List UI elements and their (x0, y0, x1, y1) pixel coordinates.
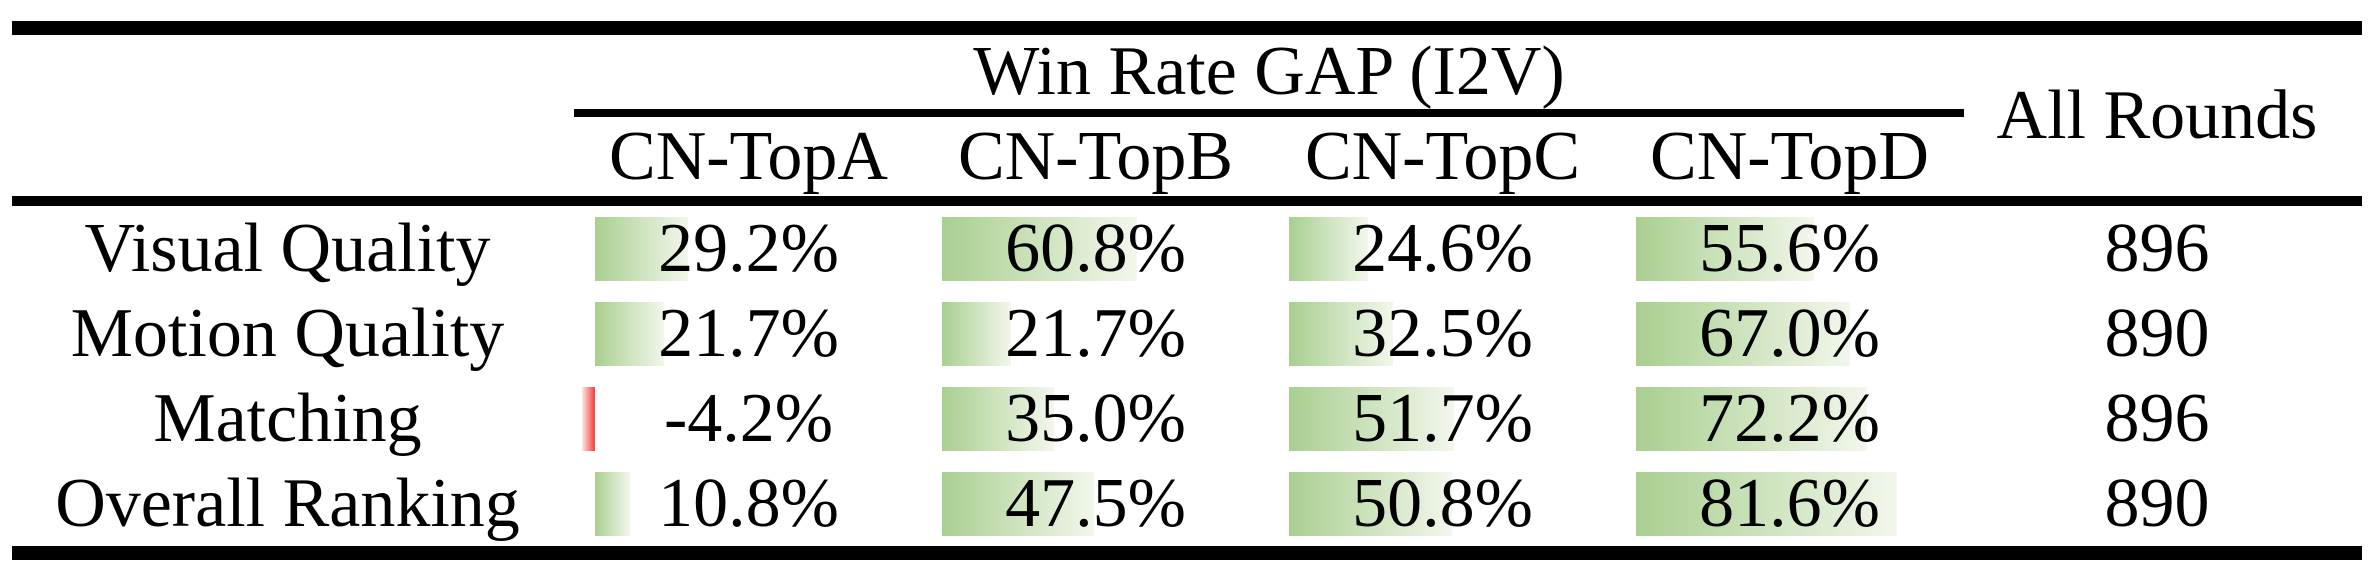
table-body: Visual Quality 29.2% 60.8% 24.6% 55.6% 896 Mot… (0, 206, 2374, 546)
positive-win-rate-bar (1289, 386, 1454, 451)
win-rate-cell: 72.2% (1616, 376, 1963, 461)
win-rate-cell: 24.6% (1269, 206, 1616, 291)
win-rate-cell: 60.8% (922, 206, 1269, 291)
positive-win-rate-bar (1636, 386, 1867, 451)
group-underline-row (0, 109, 2374, 117)
win-rate-value: 50.8% (1352, 465, 1533, 542)
win-rate-value: 67.0% (1699, 295, 1880, 372)
all-rounds-value: 896 (2104, 210, 2210, 287)
win-rate-cell: 51.7% (1269, 376, 1616, 461)
negative-win-rate-bar (582, 386, 595, 451)
win-rate-value: 55.6% (1699, 210, 1880, 287)
all-rounds-value: 890 (2104, 295, 2210, 372)
positive-win-rate-bar (1289, 216, 1368, 281)
win-rate-cell: -4.2% (575, 376, 922, 461)
positive-win-rate-bar (942, 216, 1137, 281)
table-row: Matching -4.2% 35.0% 51.7% 72.2% 896 (0, 376, 2374, 461)
table-row: Motion Quality 21.7% 21.7% 32.5% 67.0% 890 (0, 291, 2374, 376)
positive-win-rate-bar (942, 386, 1054, 451)
win-rate-value: 10.8% (658, 465, 839, 542)
all-rounds-value: 896 (2104, 380, 2210, 457)
table-header: Win Rate GAP (I2V) CN-TopA CN-TopB CN-TopC… (0, 35, 2374, 196)
win-rate-value: 24.6% (1352, 210, 1533, 287)
group-header-row: Win Rate GAP (I2V) (0, 35, 2374, 109)
bottom-rule (12, 546, 2362, 560)
win-rate-value: -4.2% (663, 380, 834, 457)
column-header-cn-topd: CN-TopD (1650, 118, 1929, 195)
win-rate-cell: 21.7% (922, 291, 1269, 376)
win-rate-value: 35.0% (1005, 380, 1186, 457)
group-underline-rule (574, 109, 1964, 117)
positive-win-rate-bar (595, 471, 630, 536)
positive-win-rate-bar (1636, 301, 1850, 366)
positive-win-rate-bar (942, 301, 1011, 366)
win-rate-value: 47.5% (1005, 465, 1186, 542)
win-rate-cell: 35.0% (922, 376, 1269, 461)
row-label: Motion Quality (70, 295, 505, 372)
positive-win-rate-bar (595, 216, 688, 281)
win-rate-value: 72.2% (1699, 380, 1880, 457)
win-rate-cell: 50.8% (1269, 461, 1616, 546)
win-rate-cell: 81.6% (1616, 461, 1963, 546)
win-rate-value: 32.5% (1352, 295, 1533, 372)
group-header: Win Rate GAP (I2V) (973, 33, 1565, 110)
win-rate-cell: 67.0% (1616, 291, 1963, 376)
win-rate-cell: 10.8% (575, 461, 922, 546)
win-rate-cell: 21.7% (575, 291, 922, 376)
row-label: Matching (153, 380, 422, 457)
win-rate-value: 81.6% (1699, 465, 1880, 542)
win-rate-cell: 47.5% (922, 461, 1269, 546)
win-rate-value: 29.2% (658, 210, 839, 287)
column-header-row: CN-TopA CN-TopB CN-TopC CN-TopD (0, 117, 2374, 196)
win-rate-cell: 29.2% (575, 206, 922, 291)
positive-win-rate-bar (942, 471, 1094, 536)
table-row: Overall Ranking 10.8% 47.5% 50.8% 81.6% 890 (0, 461, 2374, 546)
positive-win-rate-bar (1289, 471, 1452, 536)
positive-win-rate-bar (595, 301, 664, 366)
top-rule (12, 21, 2362, 35)
win-rate-cell: 32.5% (1269, 291, 1616, 376)
column-header-cn-topa: CN-TopA (609, 118, 888, 195)
positive-win-rate-bar (1289, 301, 1393, 366)
all-rounds-value: 890 (2104, 465, 2210, 542)
table-row: Visual Quality 29.2% 60.8% 24.6% 55.6% 896 (0, 206, 2374, 291)
win-rate-value: 21.7% (658, 295, 839, 372)
header-bottom-rule (12, 196, 2362, 206)
positive-win-rate-bar (1636, 471, 1897, 536)
column-header-cn-topc: CN-TopC (1304, 118, 1581, 195)
all-rounds-header: All Rounds (1996, 76, 2318, 154)
win-rate-value: 21.7% (1005, 295, 1186, 372)
win-rate-value: 51.7% (1352, 380, 1533, 457)
win-rate-cell: 55.6% (1616, 206, 1963, 291)
win-rate-value: 60.8% (1005, 210, 1186, 287)
row-label: Overall Ranking (55, 465, 520, 542)
row-label: Visual Quality (84, 210, 491, 287)
column-header-cn-topb: CN-TopB (957, 118, 1234, 195)
positive-win-rate-bar (1636, 216, 1814, 281)
